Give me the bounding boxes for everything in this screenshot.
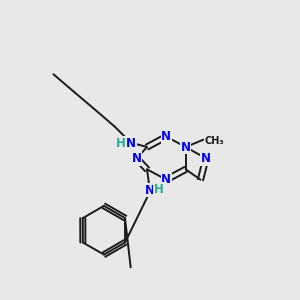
Text: H: H bbox=[154, 183, 164, 196]
Text: N: N bbox=[201, 152, 211, 165]
Text: N: N bbox=[161, 130, 171, 143]
Text: H: H bbox=[116, 137, 126, 150]
Text: N: N bbox=[126, 137, 136, 150]
Text: N: N bbox=[144, 184, 154, 196]
Text: N: N bbox=[181, 140, 191, 154]
Text: N: N bbox=[132, 152, 142, 165]
Text: CH₃: CH₃ bbox=[205, 136, 225, 146]
Text: N: N bbox=[161, 173, 171, 186]
